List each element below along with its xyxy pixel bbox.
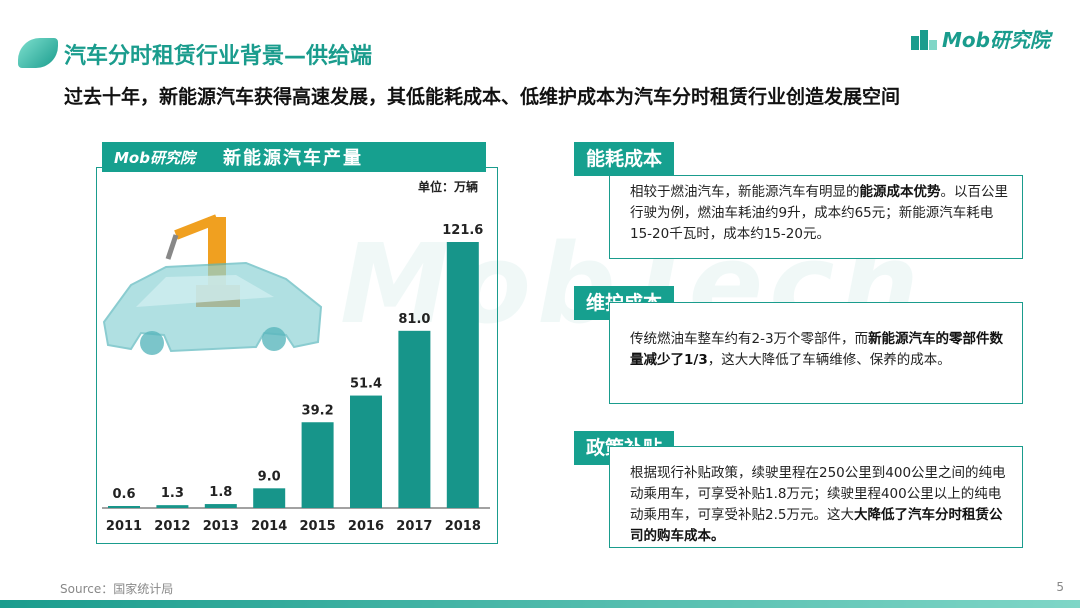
bar-2015: [301, 422, 334, 508]
bar-value-label: 1.8: [209, 485, 232, 500]
bar-2016: [350, 395, 382, 508]
page-title: 汽车分时租赁行业背景—供给端: [64, 44, 373, 69]
bottom-bar: [0, 600, 1080, 608]
bar-value-label: 0.6: [112, 487, 135, 502]
section-box-maintenance: 传统燃油车整车约有2-3万个零部件，而新能源汽车的零部件数量减少了1/3，这大大…: [609, 302, 1023, 404]
logo-bars-icon: [911, 28, 938, 50]
section-text: 相较于燃油汽车，新能源汽车有明显的: [630, 184, 860, 200]
bar-value-label: 9.0: [258, 469, 281, 484]
chart-header-logo: Mob研究院: [114, 148, 195, 167]
bar-value-label: 1.3: [161, 486, 184, 501]
section-text: 传统燃油车整车约有2-3万个零部件，而: [630, 331, 869, 347]
bar-2013: [204, 504, 237, 508]
section-text: 。以百公里行驶为例，燃油车耗油约9升，成本约65元；新能源汽车耗电15-20千瓦…: [630, 184, 1008, 242]
x-tick-label: 2012: [154, 519, 190, 534]
bar-value-label: 81.0: [398, 312, 430, 327]
x-tick-label: 2017: [396, 519, 432, 534]
page-subtitle: 过去十年，新能源汽车获得高速发展，其低能耗成本、低维护成本为汽车分时租赁行业创造…: [64, 86, 901, 108]
section-box-subsidy: 根据现行补贴政策，续驶里程在250公里到400公里之间的纯电动乘用车，可享受补贴…: [609, 446, 1023, 548]
bar-value-label: 51.4: [350, 377, 382, 392]
section-text: 根据现行补贴政策，续驶里程在250公里到400公里之间的纯电动乘用车，可享受补贴…: [630, 465, 1006, 523]
section-tab-energy: 能耗成本: [574, 142, 675, 176]
x-tick-label: 2015: [300, 519, 336, 534]
x-tick-label: 2014: [251, 519, 287, 534]
section-text-bold: 新能源汽车的零部件数量减少了1/3: [630, 331, 1004, 368]
car-illustration: [102, 214, 323, 355]
bar-value-label: 39.2: [302, 403, 334, 418]
chart-title: 新能源汽车产量: [222, 148, 363, 169]
bar-value-label: 121.6: [442, 223, 483, 238]
chart-unit: 单位：万辆: [418, 180, 479, 194]
section-box-energy: 相较于燃油汽车，新能源汽车有明显的能源成本优势。以百公里行驶为例，燃油车耗油约9…: [609, 175, 1023, 259]
section-text-bold: 能源成本优势: [859, 184, 941, 200]
title-leaf-icon: [18, 38, 58, 68]
x-tick-label: 2016: [348, 519, 384, 534]
section-text: ，这大大降低了车辆维修、保养的成本。: [707, 352, 951, 368]
section-text-bold: 大降低了汽车分时租赁公司的购车成本。: [630, 507, 1003, 544]
bar-2012: [156, 505, 189, 508]
bar-2018: [446, 242, 479, 508]
chart-header: Mob研究院 新能源汽车产量: [102, 142, 486, 172]
source-note: Source：国家统计局: [60, 582, 174, 596]
bar-2017: [398, 330, 431, 508]
page-number: 5: [1056, 580, 1064, 594]
bar-2014: [253, 488, 286, 508]
logo: Mob研究院: [911, 24, 1050, 53]
x-tick-label: 2013: [203, 519, 239, 534]
production-bar-chart: 0.6 2011 1.3 2012 1.8 2013 9.0 2014 39.2 2015 51.4…: [102, 214, 490, 534]
logo-text: Mob研究院: [942, 28, 1050, 52]
bar-2011: [108, 506, 140, 508]
x-tick-label: 2011: [106, 519, 142, 534]
x-tick-label: 2018: [445, 519, 481, 534]
